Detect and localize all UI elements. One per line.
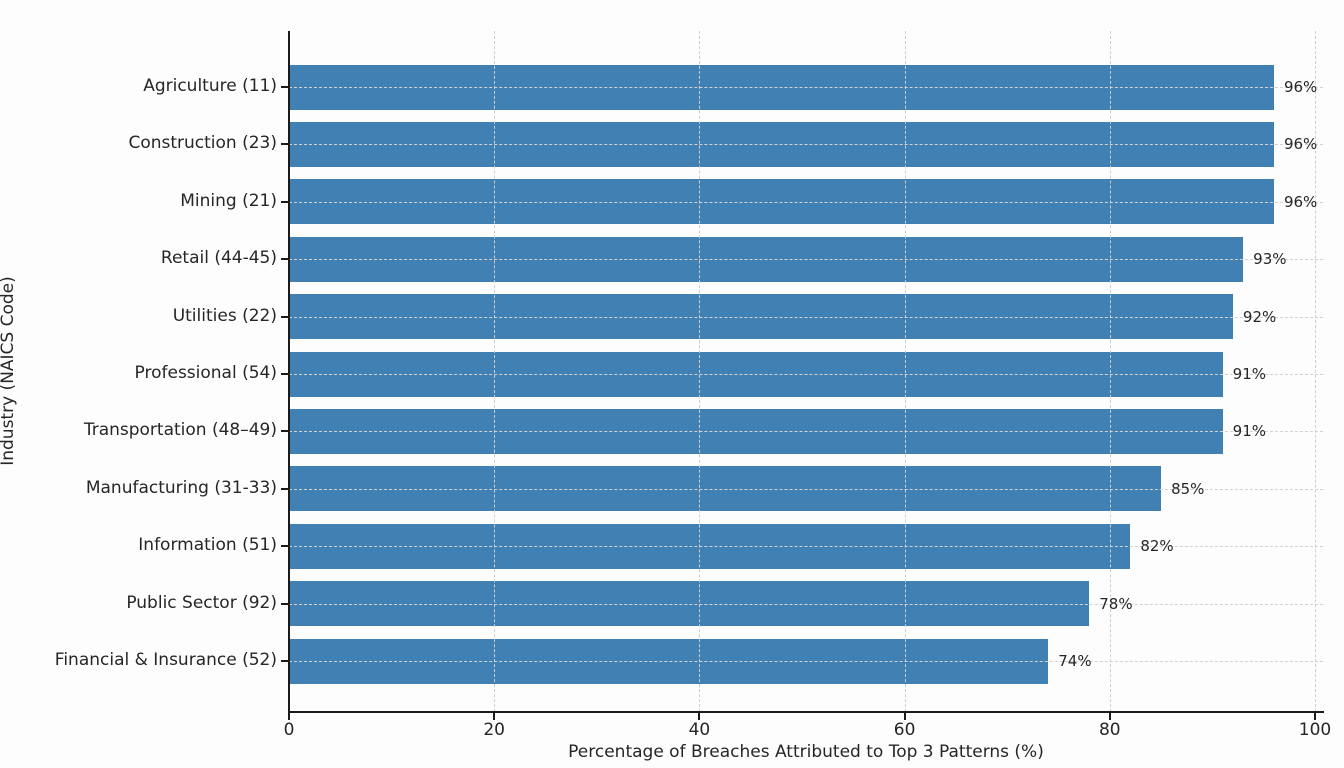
bar-value-label: 96% bbox=[1283, 78, 1318, 96]
category-label: Retail (44-45) bbox=[160, 248, 277, 269]
y-tick-mark bbox=[281, 315, 288, 318]
x-tick-label: 100 bbox=[1298, 720, 1332, 740]
category-label: Financial & Insurance (52) bbox=[54, 650, 277, 670]
category-label: Transportation (48–49) bbox=[83, 420, 277, 441]
category-label: Manufacturing (31-33) bbox=[85, 477, 277, 498]
y-gridline bbox=[289, 488, 1323, 490]
y-gridline bbox=[289, 431, 1323, 433]
y-tick-mark bbox=[281, 86, 288, 88]
y-axis-spine bbox=[288, 31, 290, 712]
x-tick-label: 40 bbox=[688, 720, 711, 740]
y-gridline bbox=[289, 546, 1323, 548]
category-label: Utilities (22) bbox=[172, 305, 277, 326]
x-tick-label: 60 bbox=[893, 720, 916, 740]
bar-value-label: 74% bbox=[1058, 652, 1092, 670]
x-tick-mark bbox=[903, 713, 906, 720]
x-gridline bbox=[699, 31, 701, 712]
y-tick-mark bbox=[281, 660, 288, 662]
bar-value-label: 92% bbox=[1242, 307, 1277, 326]
bar-value-label: 82% bbox=[1140, 537, 1174, 556]
y-tick-mark bbox=[281, 143, 288, 146]
plot-area: 96% 96% 96% 93% 92% 91% 91% 85% 82% 78% 74% bbox=[288, 31, 1324, 713]
category-label: Information (51) bbox=[138, 535, 277, 556]
x-gridline bbox=[904, 31, 906, 712]
y-tick-mark bbox=[281, 602, 288, 605]
category-label: Public Sector (92) bbox=[126, 592, 277, 613]
x-tick-mark bbox=[288, 713, 290, 720]
bar-value-label: 96% bbox=[1283, 135, 1318, 154]
bar-value-label: 91% bbox=[1232, 422, 1266, 441]
bar-value-label: 96% bbox=[1283, 192, 1318, 211]
y-tick-mark bbox=[281, 545, 288, 548]
x-gridline bbox=[1109, 31, 1111, 712]
y-gridline bbox=[289, 259, 1323, 261]
y-gridline bbox=[289, 144, 1323, 146]
category-label: Professional (54) bbox=[134, 363, 277, 383]
y-gridline bbox=[289, 661, 1323, 662]
y-tick-mark bbox=[281, 487, 288, 490]
y-tick-mark bbox=[281, 373, 288, 375]
y-gridline bbox=[289, 374, 1323, 375]
y-gridline bbox=[289, 201, 1323, 203]
bar-value-label: 85% bbox=[1171, 479, 1205, 498]
bar-value-label: 93% bbox=[1253, 250, 1287, 269]
x-tick-label: 80 bbox=[1098, 720, 1121, 740]
category-label: Construction (23) bbox=[128, 133, 277, 154]
bar-value-label: 78% bbox=[1099, 594, 1133, 613]
x-axis-title: Percentage of Breaches Attributed to Top… bbox=[568, 742, 1044, 762]
y-tick-mark bbox=[281, 200, 288, 203]
y-gridline bbox=[289, 603, 1323, 605]
x-gridline bbox=[1315, 31, 1316, 712]
category-label: Mining (21) bbox=[180, 190, 277, 211]
x-tick-mark bbox=[698, 713, 701, 720]
y-gridline bbox=[289, 87, 1323, 88]
x-gridline bbox=[494, 31, 496, 712]
y-tick-mark bbox=[281, 258, 288, 261]
x-tick-mark bbox=[493, 713, 496, 720]
y-gridline bbox=[289, 316, 1323, 318]
category-label: Agriculture (11) bbox=[143, 76, 277, 96]
x-axis-spine bbox=[288, 711, 1324, 713]
x-tick-label: 0 bbox=[283, 720, 295, 740]
x-tick-mark bbox=[1314, 713, 1316, 720]
bar-value-label: 91% bbox=[1232, 365, 1266, 383]
y-tick-mark bbox=[281, 430, 288, 433]
x-tick-mark bbox=[1108, 713, 1111, 720]
x-tick-label: 20 bbox=[483, 720, 505, 740]
